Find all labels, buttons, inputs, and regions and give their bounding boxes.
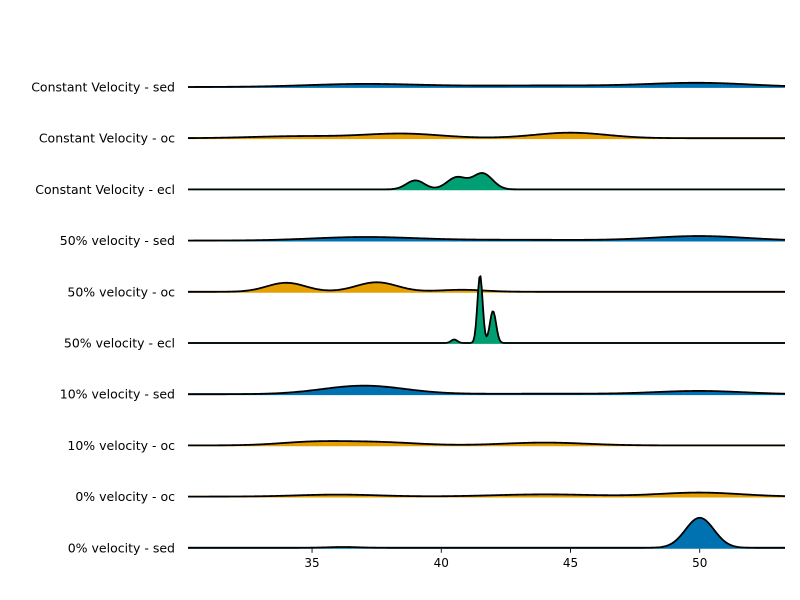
ridges-group: [188, 81, 786, 549]
row-label-50pct-velocity-sed: 50% velocity - sed: [60, 233, 175, 248]
ridge-10pct-velocity-sed: [188, 384, 786, 396]
row-label-50pct-velocity-oc: 50% velocity - oc: [67, 284, 175, 299]
x-tick-label-50: 50: [692, 556, 707, 570]
row-label-50pct-velocity-ecl: 50% velocity - ecl: [64, 336, 175, 351]
row-label-10pct-velocity-oc: 10% velocity - oc: [67, 438, 175, 453]
x-tick-label-45: 45: [563, 556, 578, 570]
row-labels-group: Constant Velocity - sed Constant Velocity…: [31, 80, 175, 556]
ridge-fill-constant-velocity-ecl: [188, 172, 785, 190]
ridge-constant-velocity-sed: [188, 81, 786, 88]
ridge-0pct-velocity-sed: [188, 516, 785, 549]
row-label-10pct-velocity-sed: 10% velocity - sed: [60, 387, 175, 402]
ridge-constant-velocity-oc: [188, 131, 785, 140]
ridge-outline-constant-velocity-oc: [188, 131, 785, 140]
row-label-constant-velocity-sed: Constant Velocity - sed: [31, 80, 175, 95]
ridge-outline-50pct-velocity-ecl: [188, 275, 785, 344]
ridge-outline-0pct-velocity-sed: [188, 516, 785, 549]
ridge-outline-10pct-velocity-sed: [188, 384, 786, 396]
row-label-0pct-velocity-oc: 0% velocity - oc: [75, 489, 175, 504]
ridge-fill-10pct-velocity-oc: [188, 441, 785, 446]
x-tick-label-35: 35: [304, 556, 319, 570]
ridge-10pct-velocity-oc: [188, 440, 785, 447]
ridge-fill-constant-velocity-oc: [188, 132, 785, 139]
ridge-outline-constant-velocity-ecl: [188, 172, 785, 191]
ridge-50pct-velocity-sed: [188, 235, 786, 242]
ridge-constant-velocity-ecl: [188, 172, 785, 191]
x-axis: 35 40 45 50: [304, 548, 707, 570]
ridge-fill-constant-velocity-sed: [188, 82, 785, 87]
row-label-constant-velocity-oc: Constant Velocity - oc: [39, 131, 175, 146]
ridge-fill-0pct-velocity-sed: [188, 517, 785, 548]
ridge-outline-50pct-velocity-sed: [188, 235, 786, 242]
ridge-50pct-velocity-ecl: [188, 275, 785, 344]
ridge-50pct-velocity-oc: [188, 281, 785, 293]
ridge-outline-10pct-velocity-oc: [188, 440, 785, 447]
ridge-outline-50pct-velocity-oc: [188, 281, 785, 293]
ridge-outline-0pct-velocity-oc: [188, 491, 786, 498]
ridge-0pct-velocity-oc: [188, 491, 786, 498]
row-label-0pct-velocity-sed: 0% velocity - sed: [68, 540, 175, 555]
x-tick-label-40: 40: [434, 556, 449, 570]
row-label-constant-velocity-ecl: Constant Velocity - ecl: [35, 182, 175, 197]
ridge-outline-constant-velocity-sed: [188, 81, 786, 88]
